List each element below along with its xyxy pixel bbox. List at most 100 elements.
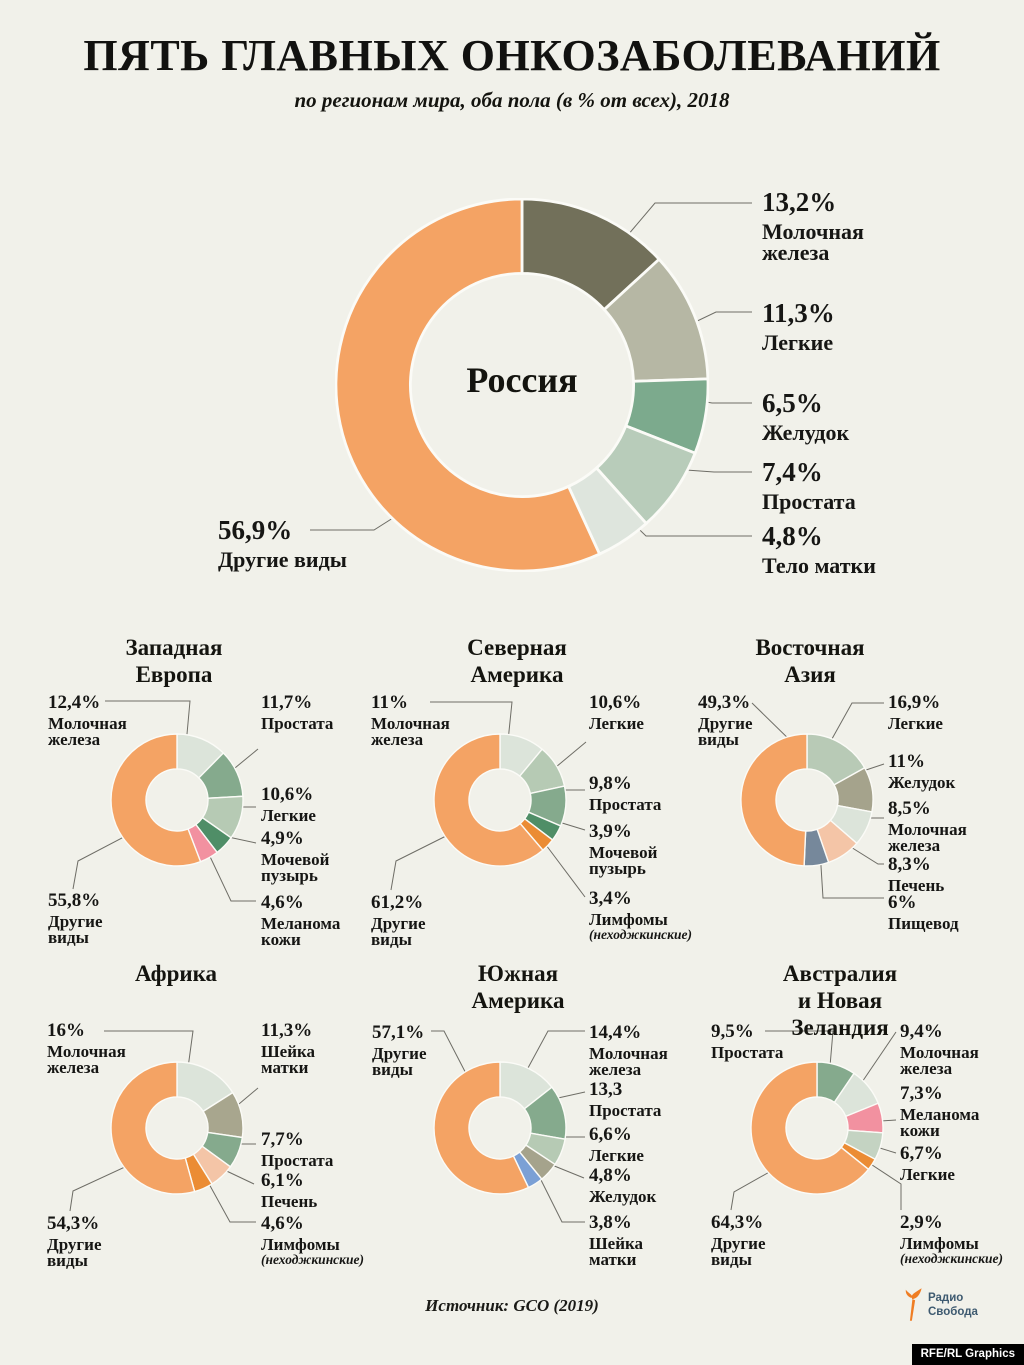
segment-label: 6,5% Желудок <box>762 388 850 445</box>
segment-name: Другие виды <box>372 1044 427 1079</box>
donut-north-america <box>433 733 567 867</box>
segment-pct: 11% <box>888 751 925 772</box>
segment-label: 49,3% Другие виды <box>698 693 753 749</box>
segment-pct: 13,3 <box>589 1079 623 1100</box>
segment-label: 61,2% Другие виды <box>371 892 426 949</box>
segment-label: 3,4% Лимфомы (неходжкинские) <box>589 889 692 942</box>
segment-pct: 10,6% <box>261 784 314 805</box>
segment-name: Пищевод <box>888 914 959 933</box>
donut-svg <box>110 733 244 867</box>
segment-pct: 6,7% <box>900 1143 943 1164</box>
segment-pct: 11% <box>371 692 408 713</box>
segment-pct: 8,3% <box>888 854 931 875</box>
segment-label: 57,1% Другие виды <box>372 1022 427 1079</box>
segment-name: Легкие <box>589 1146 644 1165</box>
segment-name: Мочевой пузырь <box>261 850 330 885</box>
segment-label: 10,6% Легкие <box>589 693 644 733</box>
segment-label: 6,7% Легкие <box>900 1143 955 1184</box>
segment-pct: 61,2% <box>371 892 424 913</box>
segment-label: 6% Пищевод <box>888 892 959 933</box>
segment-pct: 4,9% <box>261 828 304 849</box>
segment-label: 11,3% Легкие <box>762 298 835 355</box>
segment-label: 6,6% Легкие <box>589 1125 644 1165</box>
donut-western-europe <box>110 733 244 867</box>
segment-label: 7,4% Простата <box>762 458 856 514</box>
segment-pct: 57,1% <box>372 1022 425 1043</box>
segment-label: 9,5% Простата <box>711 1021 783 1062</box>
segment-pct: 11,3% <box>762 298 835 328</box>
segment-pct: 3,9% <box>589 821 632 842</box>
segment-label: 2,9% Лимфомы (неходжкинские) <box>900 1213 1003 1266</box>
segment-pct: 12,4% <box>48 692 101 713</box>
segment-label: 4,9% Мочевой пузырь <box>261 828 330 885</box>
segment-label: 3,8% Шейка матки <box>589 1213 643 1269</box>
segment-name: Простата <box>589 795 662 814</box>
donut-svg <box>750 1061 884 1195</box>
segment-pct: 11,7% <box>261 692 313 713</box>
segment-name: Другие виды <box>47 1235 102 1270</box>
segment-name: Простата <box>261 714 334 733</box>
region-title-western-europe: Западная Европа <box>125 635 223 687</box>
logo-line2: Свобода <box>928 1305 978 1318</box>
segment-label: 56,9% Другие виды <box>218 515 347 571</box>
segment-label: 8,3% Печень <box>888 854 944 895</box>
segment-pct: 11,3% <box>261 1020 313 1041</box>
graphics-credit: RFE/RL Graphics <box>911 1344 1024 1365</box>
segment-label: 54,3% Другие виды <box>47 1214 102 1270</box>
segment-pct: 9,4% <box>900 1021 943 1042</box>
segment-label: 11% Желудок <box>888 751 955 792</box>
page-title: ПЯТЬ ГЛАВНЫХ ОНКОЗАБОЛЕВАНИЙ <box>83 31 941 80</box>
segment-label: 64,3% Другие виды <box>711 1213 766 1269</box>
segment-label: 16% Молочная железа <box>47 1020 126 1077</box>
segment-name: Лимфомы <box>261 1235 340 1254</box>
segment-name: Лимфомы <box>900 1234 979 1253</box>
segment-pct: 6% <box>888 892 917 913</box>
segment-label: 4,8% Тело матки <box>762 522 876 578</box>
segment-label: 7,7% Простата <box>261 1129 333 1170</box>
segment-pct: 8,5% <box>888 798 931 819</box>
segment-name: Тело матки <box>762 553 876 578</box>
donut-east-asia <box>740 733 874 867</box>
segment-pct: 3,4% <box>589 888 632 909</box>
segment-name: Легкие <box>589 714 644 733</box>
segment-name: Желудок <box>589 1187 657 1206</box>
segment-label: 10,6% Легкие <box>261 784 316 825</box>
segment-name: Простата <box>589 1101 662 1120</box>
segment-label: 11,3% Шейка матки <box>261 1020 315 1077</box>
logo-line1: Радио <box>928 1292 964 1304</box>
donut-svg <box>740 733 874 867</box>
region-title-africa: Африка <box>134 961 218 986</box>
segment-label: 12,4% Молочная железа <box>48 692 127 749</box>
region-title-south-america: Южная Америка <box>471 961 565 1013</box>
segment-name: Другие виды <box>371 914 426 949</box>
segment-pct: 6,5% <box>762 388 823 418</box>
region-title-australia-nz: Австралия и Новая Зеландия <box>782 961 898 1040</box>
segment-name: Легкие <box>762 330 834 355</box>
segment-pct: 9,8% <box>589 773 632 794</box>
segment-pct: 16% <box>47 1020 85 1041</box>
logo-text: Радио Свобода <box>928 1292 978 1319</box>
donut-svg <box>110 1061 244 1195</box>
segment-pct: 4,6% <box>261 892 304 913</box>
segment-pct: 2,9% <box>900 1212 943 1233</box>
segment-subname: (неходжкинские) <box>900 1251 1004 1266</box>
segment-pct: 9,5% <box>711 1021 754 1042</box>
donut-svg <box>433 733 567 867</box>
page-subtitle: по регионам мира, оба пола (в % от всех)… <box>294 88 730 112</box>
segment-pct: 7,7% <box>261 1129 304 1150</box>
segment-pct: 4,8% <box>589 1165 632 1186</box>
torch-icon <box>905 1288 922 1321</box>
segment-pct: 56,9% <box>218 515 293 545</box>
segment-name: Желудок <box>762 420 850 445</box>
segment-pct: 4,6% <box>261 1213 304 1234</box>
donut-russia <box>335 198 709 572</box>
segment-pct: 6,1% <box>261 1170 304 1191</box>
segment-name: Молочная железа <box>589 1044 668 1079</box>
segment-name: Простата <box>762 489 856 514</box>
segment-name: Меланома кожи <box>900 1105 980 1140</box>
radio-svoboda-logo: Радио Свобода <box>898 1286 978 1322</box>
segment-subname: (неходжкинские) <box>261 1252 365 1267</box>
region-title-north-america: Северная Америка <box>467 635 567 687</box>
segment-name: Молочная железа <box>888 820 967 855</box>
